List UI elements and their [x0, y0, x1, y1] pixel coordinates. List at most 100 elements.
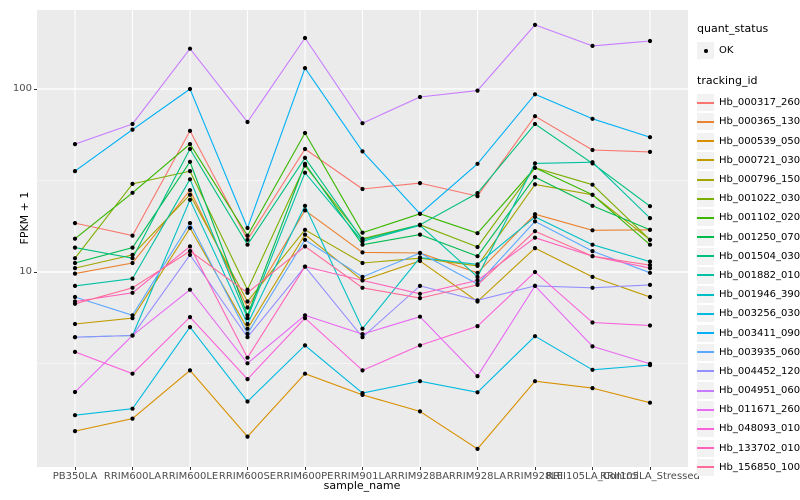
data-point [590, 320, 595, 325]
plot-panel [37, 10, 688, 467]
data-point [187, 46, 193, 51]
data-point [187, 128, 193, 133]
data-point [590, 116, 595, 121]
data-point [532, 121, 538, 127]
series-color-key [697, 228, 714, 246]
data-point [360, 121, 365, 126]
legend-item: Hb_004951_060 [697, 381, 800, 400]
legend: quant_status OK tracking_id Hb_000317_26… [697, 22, 800, 477]
series-line-icon [697, 351, 714, 354]
x-tick-label: PB350LA [52, 471, 98, 482]
data-point [245, 377, 250, 382]
legend-item: Hb_001882_010 [697, 266, 800, 285]
legend-item-label: Hb_011671_260 [719, 404, 800, 416]
data-point [417, 283, 423, 288]
data-point [590, 43, 595, 49]
data-point [245, 335, 250, 340]
data-point [360, 239, 365, 244]
data-point [72, 271, 78, 276]
data-point [130, 252, 135, 257]
series-color-key [697, 151, 714, 169]
data-point [417, 379, 423, 384]
data-point [647, 282, 653, 287]
series-color-key [697, 343, 714, 361]
legend-item: Hb_003256_030 [697, 304, 800, 323]
data-point [647, 266, 653, 271]
data-point [532, 175, 538, 180]
legend-item: Hb_000317_260 [697, 93, 800, 112]
data-point [72, 256, 78, 261]
data-point [245, 242, 250, 247]
data-point [245, 399, 250, 404]
data-point [360, 230, 365, 235]
data-point [360, 186, 365, 192]
data-point [475, 278, 480, 283]
data-point [647, 216, 653, 221]
data-point [475, 254, 480, 259]
data-point [647, 400, 653, 405]
data-point [417, 314, 423, 319]
x-tick-label: RRIM901LA [333, 471, 392, 482]
data-point [360, 332, 365, 337]
data-point [417, 250, 423, 256]
legend-item-label: Hb_001946_390 [719, 289, 800, 301]
data-point [302, 232, 308, 237]
data-point [590, 386, 595, 391]
data-point [72, 260, 78, 266]
data-point [475, 274, 480, 279]
data-point [302, 155, 308, 160]
data-point [245, 434, 250, 439]
series-line-icon [697, 274, 714, 277]
series-color-key [697, 132, 714, 150]
x-tick-mark [592, 467, 593, 470]
data-point [130, 416, 135, 421]
data-point [590, 274, 595, 279]
data-point [475, 161, 480, 166]
data-point [647, 135, 653, 140]
data-point [532, 229, 538, 234]
series-line-icon [697, 427, 714, 430]
data-point [647, 149, 653, 154]
data-point [590, 203, 595, 208]
data-point [475, 324, 480, 329]
legend-item: Hb_156850_100 [697, 458, 800, 477]
data-point [187, 197, 193, 202]
data-point [187, 244, 193, 249]
data-point [647, 227, 653, 232]
data-point [187, 249, 193, 254]
series-line-icon [697, 255, 714, 258]
legend-item: Hb_000796_150 [697, 170, 800, 189]
x-tick-mark [477, 467, 478, 470]
x-tick-label: RRIM928LA [448, 471, 507, 482]
x-tick-label: RRIM600SE [218, 471, 277, 482]
data-point [72, 236, 78, 241]
x-tick-mark [132, 467, 133, 470]
data-point [590, 192, 595, 197]
series-color-key [697, 420, 714, 438]
series-color-key [697, 382, 714, 400]
data-point [187, 325, 193, 330]
data-point [532, 283, 538, 288]
series-color-key [697, 324, 714, 342]
data-point [647, 259, 653, 264]
legend-item-label: Hb_001250_070 [719, 231, 800, 243]
y-tick-mark [34, 88, 37, 90]
data-point [72, 169, 78, 174]
data-point [532, 334, 538, 339]
data-point [130, 127, 135, 132]
legend-item-label: Hb_000796_150 [719, 174, 800, 186]
data-point [302, 343, 308, 348]
data-point [417, 343, 423, 348]
series-color-key [697, 209, 714, 227]
data-point [130, 181, 135, 186]
legend-item: Hb_011671_260 [697, 400, 800, 419]
data-point [475, 262, 480, 267]
legend-item: Hb_001946_390 [697, 285, 800, 304]
series-color-key [697, 113, 714, 131]
series-color-key [697, 362, 714, 380]
legend-item-label: Hb_133702_010 [719, 442, 800, 454]
y-tick-mark [34, 271, 37, 273]
series-line-icon [697, 332, 714, 335]
data-point [302, 237, 308, 242]
series-color-key [697, 458, 714, 476]
